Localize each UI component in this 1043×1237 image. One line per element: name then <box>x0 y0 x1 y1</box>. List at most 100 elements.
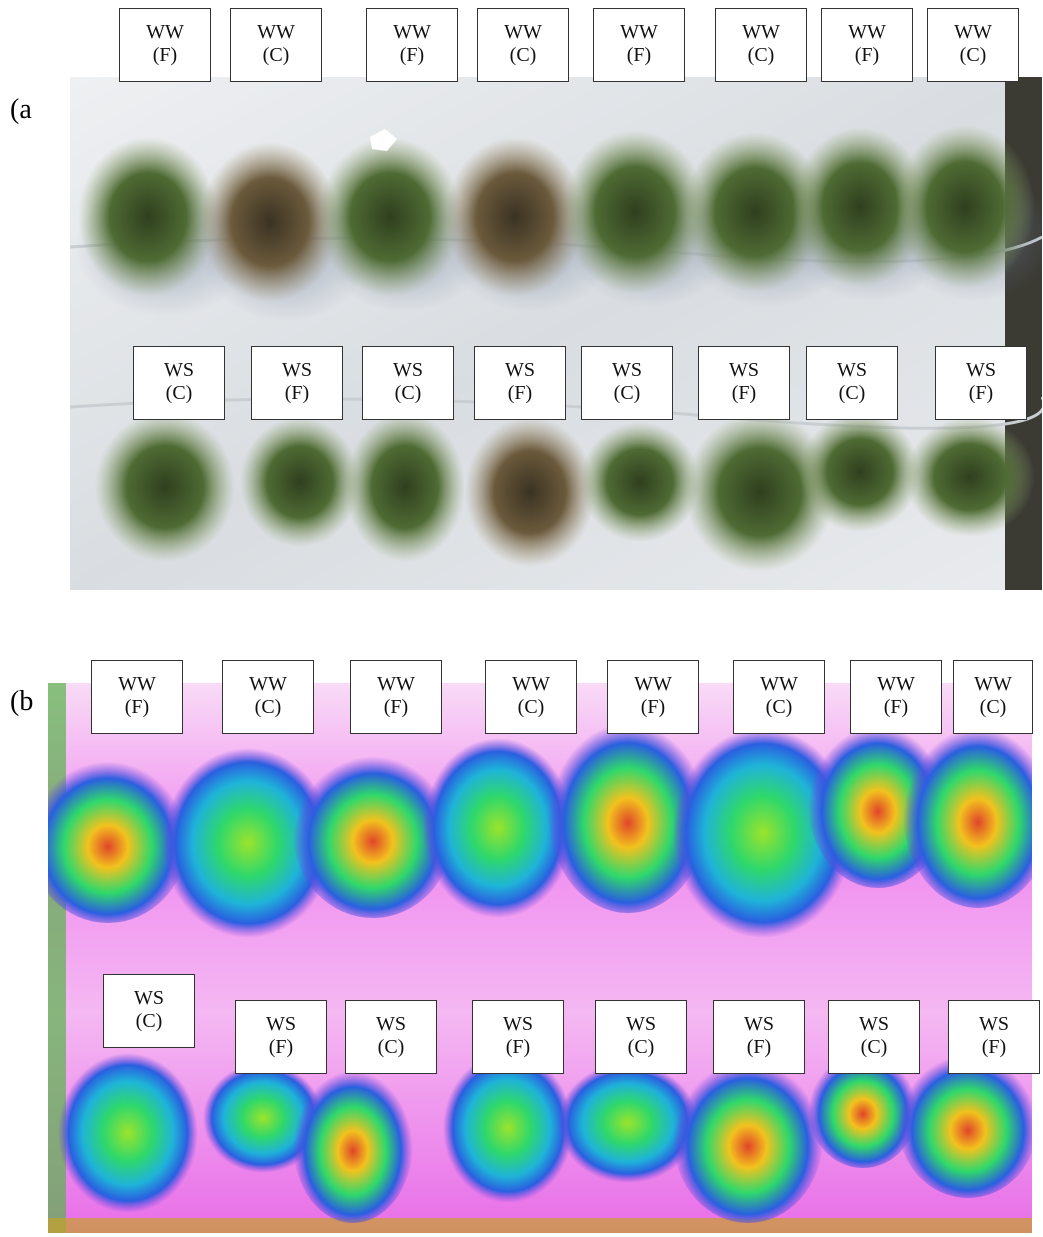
false-color-photo-panel-b <box>48 683 1032 1233</box>
rgb-photo-image <box>70 77 1042 590</box>
treatment-label-water: WS <box>164 359 194 381</box>
treatment-label-group: (F) <box>399 44 425 66</box>
treatment-label-water: WS <box>282 359 312 381</box>
treatment-label-box: WS (F) <box>698 346 790 420</box>
treatment-label-box: WS (C) <box>133 346 225 420</box>
treatment-label-water: WS <box>729 359 759 381</box>
treatment-label-box: WS (F) <box>251 346 343 420</box>
treatment-label-group: (F) <box>883 696 909 718</box>
treatment-label-box: WS (C) <box>806 346 898 420</box>
treatment-label-group: (C) <box>135 1010 163 1032</box>
treatment-label-group: (C) <box>765 696 793 718</box>
treatment-label-water: WS <box>393 359 423 381</box>
plant-row-top <box>75 125 1042 322</box>
treatment-label-box: WS (C) <box>595 1000 687 1074</box>
treatment-label-water: WW <box>760 673 798 695</box>
treatment-label-group: (F) <box>152 44 178 66</box>
treatment-label-group: (C) <box>747 44 775 66</box>
treatment-label-water: WS <box>505 359 535 381</box>
treatment-label-box: WS (F) <box>235 1000 327 1074</box>
treatment-label-water: WW <box>848 21 886 43</box>
treatment-label-group: (F) <box>746 1036 772 1058</box>
treatment-label-group: (C) <box>959 44 987 66</box>
treatment-label-box: WS (F) <box>713 1000 805 1074</box>
treatment-label-water: WS <box>503 1013 533 1035</box>
treatment-label-water: WW <box>620 21 658 43</box>
treatment-label-box: WW (C) <box>230 8 322 82</box>
treatment-label-group: (F) <box>383 696 409 718</box>
treatment-label-group: (F) <box>731 382 757 404</box>
treatment-label-water: WW <box>118 673 156 695</box>
treatment-label-box: WS (C) <box>345 1000 437 1074</box>
treatment-label-water: WW <box>146 21 184 43</box>
treatment-label-box: WW (C) <box>477 8 569 82</box>
treatment-label-water: WS <box>626 1013 656 1035</box>
treatment-label-box: WS (C) <box>362 346 454 420</box>
treatment-label-box: WS (C) <box>103 974 195 1048</box>
treatment-label-box: WS (F) <box>472 1000 564 1074</box>
panel-b-label: (b <box>10 686 34 717</box>
treatment-label-group: (F) <box>505 1036 531 1058</box>
treatment-label-group: (C) <box>254 696 282 718</box>
treatment-label-box: WW (F) <box>366 8 458 82</box>
treatment-label-group: (F) <box>284 382 310 404</box>
treatment-label-group: (F) <box>640 696 666 718</box>
treatment-label-water: WS <box>376 1013 406 1035</box>
treatment-label-box: WW (F) <box>593 8 685 82</box>
treatment-label-group: (C) <box>377 1036 405 1058</box>
treatment-label-water: WS <box>266 1013 296 1035</box>
treatment-label-water: WS <box>979 1013 1009 1035</box>
treatment-label-group: (F) <box>854 44 880 66</box>
treatment-label-box: WS (C) <box>828 1000 920 1074</box>
treatment-label-water: WW <box>634 673 672 695</box>
treatment-label-water: WS <box>837 359 867 381</box>
treatment-label-water: WW <box>954 21 992 43</box>
treatment-label-box: WS (F) <box>474 346 566 420</box>
treatment-label-group: (C) <box>613 382 641 404</box>
treatment-label-box: WW (F) <box>119 8 211 82</box>
treatment-label-group: (C) <box>262 44 290 66</box>
treatment-label-box: WW (F) <box>821 8 913 82</box>
treatment-label-water: WW <box>257 21 295 43</box>
heat-row-top <box>48 713 1032 938</box>
treatment-label-group: (C) <box>394 382 422 404</box>
treatment-label-water: WW <box>504 21 542 43</box>
heat-row-bottom <box>58 1048 1032 1223</box>
treatment-label-water: WW <box>393 21 431 43</box>
treatment-label-box: WW (F) <box>607 660 699 734</box>
treatment-label-group: (F) <box>968 382 994 404</box>
treatment-label-water: WS <box>966 359 996 381</box>
treatment-label-water: WW <box>512 673 550 695</box>
treatment-label-box: WS (F) <box>935 346 1027 420</box>
treatment-label-box: WW (C) <box>927 8 1019 82</box>
treatment-label-box: WW (C) <box>222 660 314 734</box>
panel-a-label: (a <box>10 94 32 125</box>
treatment-label-box: WW (F) <box>850 660 942 734</box>
treatment-label-group: (F) <box>626 44 652 66</box>
treatment-label-group: (C) <box>838 382 866 404</box>
treatment-label-group: (C) <box>517 696 545 718</box>
treatment-label-water: WW <box>249 673 287 695</box>
treatment-label-box: WW (F) <box>350 660 442 734</box>
treatment-label-box: WS (C) <box>581 346 673 420</box>
treatment-label-water: WW <box>377 673 415 695</box>
treatment-label-group: (F) <box>124 696 150 718</box>
treatment-label-group: (C) <box>860 1036 888 1058</box>
treatment-label-group: (C) <box>979 696 1007 718</box>
treatment-label-water: WW <box>877 673 915 695</box>
treatment-label-water: WS <box>859 1013 889 1035</box>
treatment-label-group: (C) <box>509 44 537 66</box>
treatment-label-group: (F) <box>981 1036 1007 1058</box>
rgb-photo-panel-a <box>70 77 1042 590</box>
treatment-label-water: WS <box>134 987 164 1009</box>
treatment-label-box: WW (F) <box>91 660 183 734</box>
treatment-label-group: (F) <box>268 1036 294 1058</box>
treatment-label-box: WW (C) <box>953 660 1033 734</box>
false-color-image <box>48 683 1032 1233</box>
treatment-label-box: WW (C) <box>733 660 825 734</box>
treatment-label-water: WS <box>612 359 642 381</box>
treatment-label-water: WW <box>974 673 1012 695</box>
treatment-label-water: WW <box>742 21 780 43</box>
treatment-label-water: WS <box>744 1013 774 1035</box>
treatment-label-group: (F) <box>507 382 533 404</box>
